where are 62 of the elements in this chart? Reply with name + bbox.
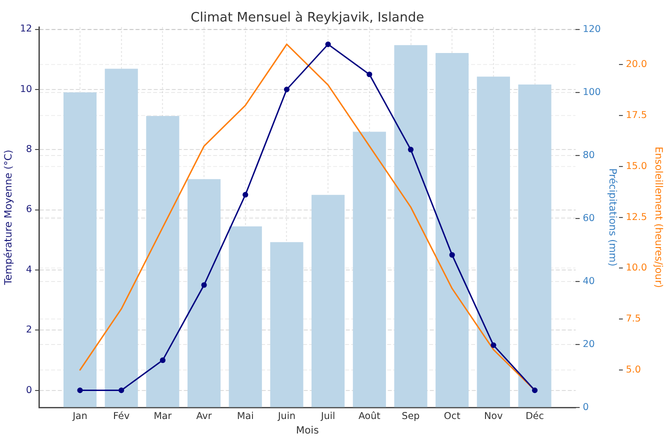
point — [118, 388, 124, 394]
point — [532, 388, 538, 394]
y3-tick-label: 10.0 — [626, 262, 648, 274]
y3-tick-label: 17.5 — [626, 110, 648, 122]
y-axis-title: Température Moyenne (°C) — [4, 150, 15, 286]
y-tick-label: 0 — [26, 384, 32, 396]
bar — [104, 68, 138, 408]
y2-tick-label: 120 — [582, 24, 601, 35]
point — [366, 72, 372, 78]
bar — [394, 45, 428, 408]
bar — [146, 116, 180, 408]
y3-tick-label: 15.0 — [626, 160, 648, 172]
bar — [352, 132, 386, 408]
y3-tick-label: 12.5 — [626, 212, 648, 223]
bar — [228, 226, 262, 408]
y3-tick-label: 5.0 — [626, 364, 641, 376]
y2-tick-label: 40 — [582, 276, 595, 287]
y-tick-label: 8 — [26, 144, 32, 156]
x-tick-label: Jan — [72, 410, 88, 422]
x-tick-label: Nov — [484, 410, 504, 422]
y2-tick-label: 0 — [582, 402, 589, 414]
point — [77, 388, 83, 394]
x-tick-label: Sep — [402, 410, 420, 422]
chart-title: Climat Mensuel à Reykjavik, Islande — [190, 10, 424, 26]
bar — [270, 242, 304, 408]
x-tick-label: Juil — [320, 410, 336, 422]
bar — [188, 179, 221, 408]
y-tick-label: 6 — [26, 204, 32, 216]
point — [160, 357, 166, 364]
bar — [63, 92, 97, 408]
point — [242, 192, 248, 198]
y2-tick-label: 100 — [582, 86, 601, 98]
x-tick-label: Fév — [113, 410, 130, 422]
y3-axis-title: Ensoleillement (heures/jour) — [652, 146, 664, 288]
x-tick-label: Oct — [444, 410, 461, 422]
x-tick-label: Mai — [237, 410, 254, 422]
bar — [476, 76, 510, 408]
x-tick-label: Déc — [526, 410, 544, 422]
point — [325, 42, 331, 48]
y-tick-label: 2 — [26, 324, 32, 336]
x-tick-label: Avr — [196, 410, 212, 422]
point — [490, 342, 496, 348]
point — [449, 252, 455, 258]
y3-tick-label: 7.5 — [626, 314, 641, 325]
point — [408, 146, 414, 152]
bar — [436, 53, 469, 408]
point — [284, 86, 290, 92]
bar — [312, 194, 345, 408]
y2-tick-label: 20 — [582, 339, 595, 350]
x-tick-label: Juin — [276, 410, 296, 422]
bar — [518, 84, 552, 408]
y2-axis-title: Précipitations (mm) — [606, 168, 618, 266]
x-axis-title: Mois — [296, 426, 319, 437]
x-tick-label: Mar — [154, 410, 172, 422]
x-tick-label: Août — [358, 410, 381, 422]
y-tick-label: 12 — [20, 24, 32, 35]
y3-tick-label: 20.0 — [626, 59, 648, 70]
y-tick-label: 10 — [20, 84, 32, 95]
y2-tick-label: 80 — [582, 150, 595, 161]
y2-tick-label: 60 — [582, 212, 595, 224]
y-tick-label: 4 — [26, 264, 32, 276]
point — [201, 282, 207, 288]
